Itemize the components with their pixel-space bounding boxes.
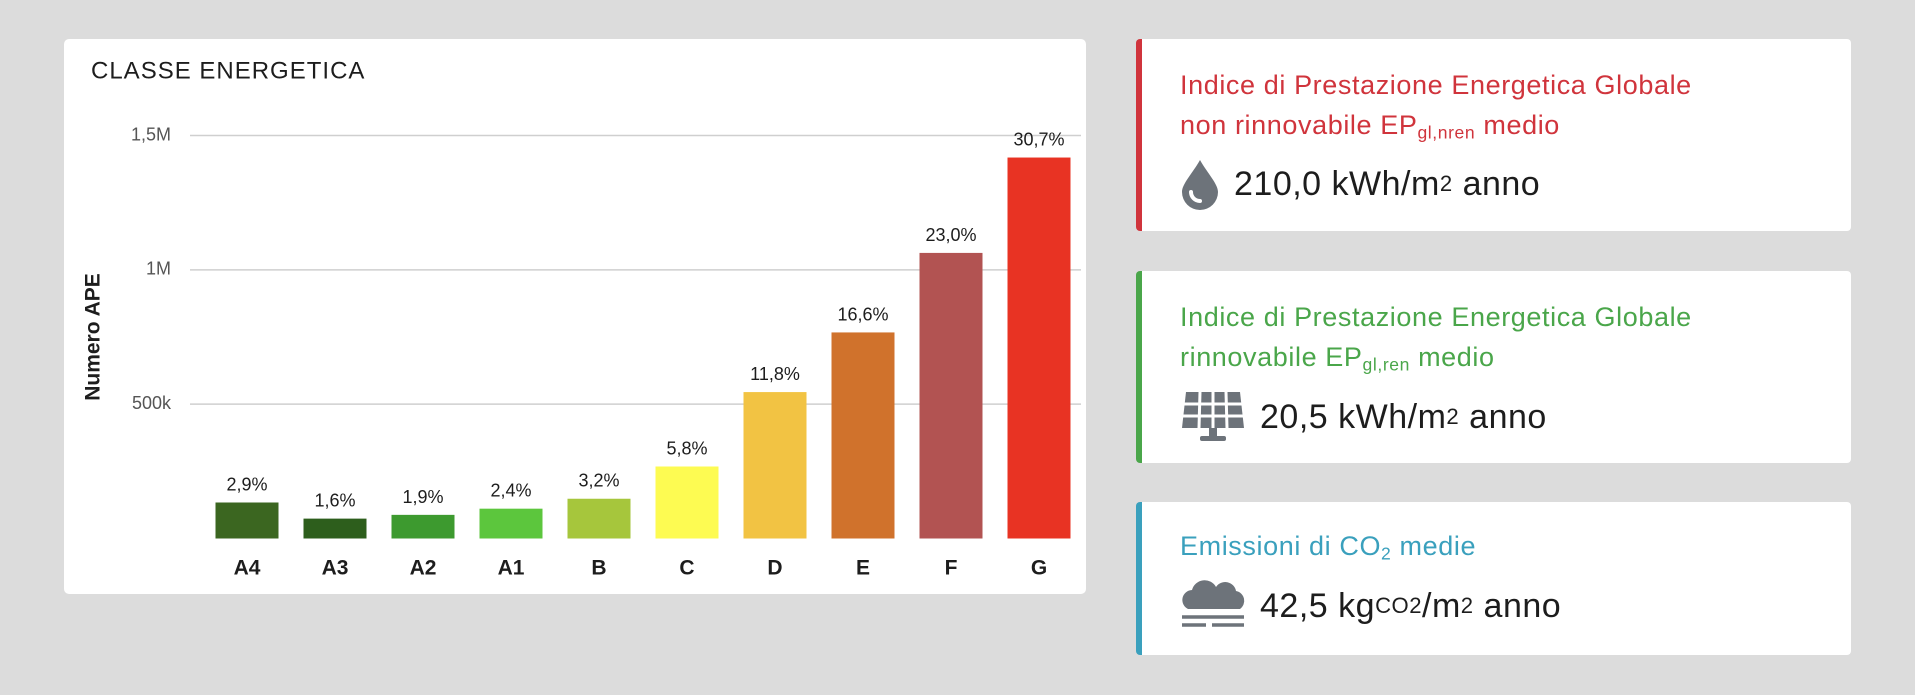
x-tick-label: A4	[234, 557, 261, 580]
bar	[1007, 157, 1071, 539]
bar	[831, 332, 895, 539]
data-label: 1,6%	[314, 491, 355, 511]
y-tick-label: 1M	[146, 259, 171, 279]
x-tick-label: A3	[322, 557, 349, 580]
title-text: Indice di Prestazione Energetica Globale	[1180, 70, 1692, 100]
x-tick-label: A2	[410, 557, 437, 580]
bar	[919, 252, 983, 539]
x-tick-label: G	[1031, 557, 1047, 580]
title-text: Emissioni di CO	[1180, 531, 1382, 561]
chart: CLASSE ENERGETICA Numero APE 500k 1M 1,5M 2…	[82, 57, 1081, 580]
unit: /m	[1422, 586, 1461, 625]
title-sub: 2	[1381, 543, 1392, 564]
bar	[655, 466, 719, 539]
unit-sup: 2	[1460, 593, 1474, 619]
bar	[567, 498, 631, 539]
unit: anno	[1469, 397, 1547, 436]
bar	[215, 502, 279, 539]
data-label: 2,9%	[226, 474, 267, 494]
unit: kWh/m	[1338, 397, 1447, 436]
card: Indice di Prestazione Energetica Globale…	[1136, 271, 1851, 463]
title-text: medie	[1399, 531, 1477, 561]
unit: anno	[1462, 164, 1541, 203]
unit: kWh/m	[1331, 164, 1440, 203]
data-label: 30,7%	[1013, 130, 1064, 150]
title-sub: gl,ren	[1362, 354, 1410, 375]
data-label: 1,9%	[402, 487, 443, 507]
data-label: 3,2%	[578, 471, 619, 491]
x-tick-label: E	[856, 557, 870, 580]
card: Indice di Prestazione Energetica Globale…	[1136, 39, 1851, 231]
card: Emissioni di CO2 medie 42,5 kg CO2/m 2 ann…	[1136, 502, 1851, 655]
card-value: 42,5 kg CO2/m 2 anno	[1180, 579, 1851, 633]
value: 42,5	[1260, 586, 1329, 625]
unit-sub: CO2	[1375, 593, 1422, 619]
unit-sup: 2	[1446, 404, 1460, 430]
unit: anno	[1483, 586, 1562, 625]
cloud-icon	[1182, 580, 1245, 628]
data-label: 11,8%	[750, 364, 800, 384]
bar	[743, 392, 807, 539]
y-tick-label: 500k	[132, 393, 172, 413]
title-text: medio	[1418, 342, 1495, 372]
data-label: 16,6%	[837, 304, 888, 324]
card-value: 20,5 kWh/m 2 anno	[1180, 390, 1851, 444]
y-tick-label: 1,5M	[131, 124, 171, 144]
value: 20,5	[1260, 397, 1329, 436]
unit-sup: 2	[1439, 171, 1453, 197]
bar	[391, 514, 455, 539]
title-text: Indice di Prestazione Energetica Globale	[1180, 302, 1692, 332]
bar	[303, 518, 367, 539]
title-text: medio	[1483, 110, 1560, 140]
x-tick-label: B	[591, 557, 606, 580]
chart-title: CLASSE ENERGETICA	[91, 57, 365, 84]
data-label: 2,4%	[490, 481, 531, 501]
solar-icon	[1182, 392, 1244, 442]
x-tick-label: A1	[498, 557, 525, 580]
title-text: rinnovabile EP	[1180, 342, 1363, 372]
unit: kg	[1338, 586, 1376, 625]
data-label: 23,0%	[925, 225, 976, 245]
title-sub: gl,nren	[1417, 122, 1476, 143]
x-tick-label: D	[767, 557, 782, 580]
drop-icon	[1182, 160, 1218, 211]
card-title: Emissioni di CO2 medie	[1180, 526, 1851, 573]
value: 210,0	[1234, 164, 1322, 203]
y-axis-title: Numero APE	[82, 273, 105, 401]
title-text: non rinnovabile EP	[1180, 110, 1418, 140]
card-value: 210,0 kWh/m 2 anno	[1180, 158, 1851, 211]
x-tick-label: F	[945, 557, 958, 580]
bar	[479, 508, 543, 539]
chart-card: CLASSE ENERGETICA Numero APE 500k 1M 1,5M 2…	[64, 39, 1086, 594]
card-title: Indice di Prestazione Energetica Globale…	[1180, 65, 1851, 152]
data-label: 5,8%	[666, 438, 707, 458]
x-tick-label: C	[679, 557, 694, 580]
card-title: Indice di Prestazione Energetica Globale…	[1180, 297, 1851, 384]
